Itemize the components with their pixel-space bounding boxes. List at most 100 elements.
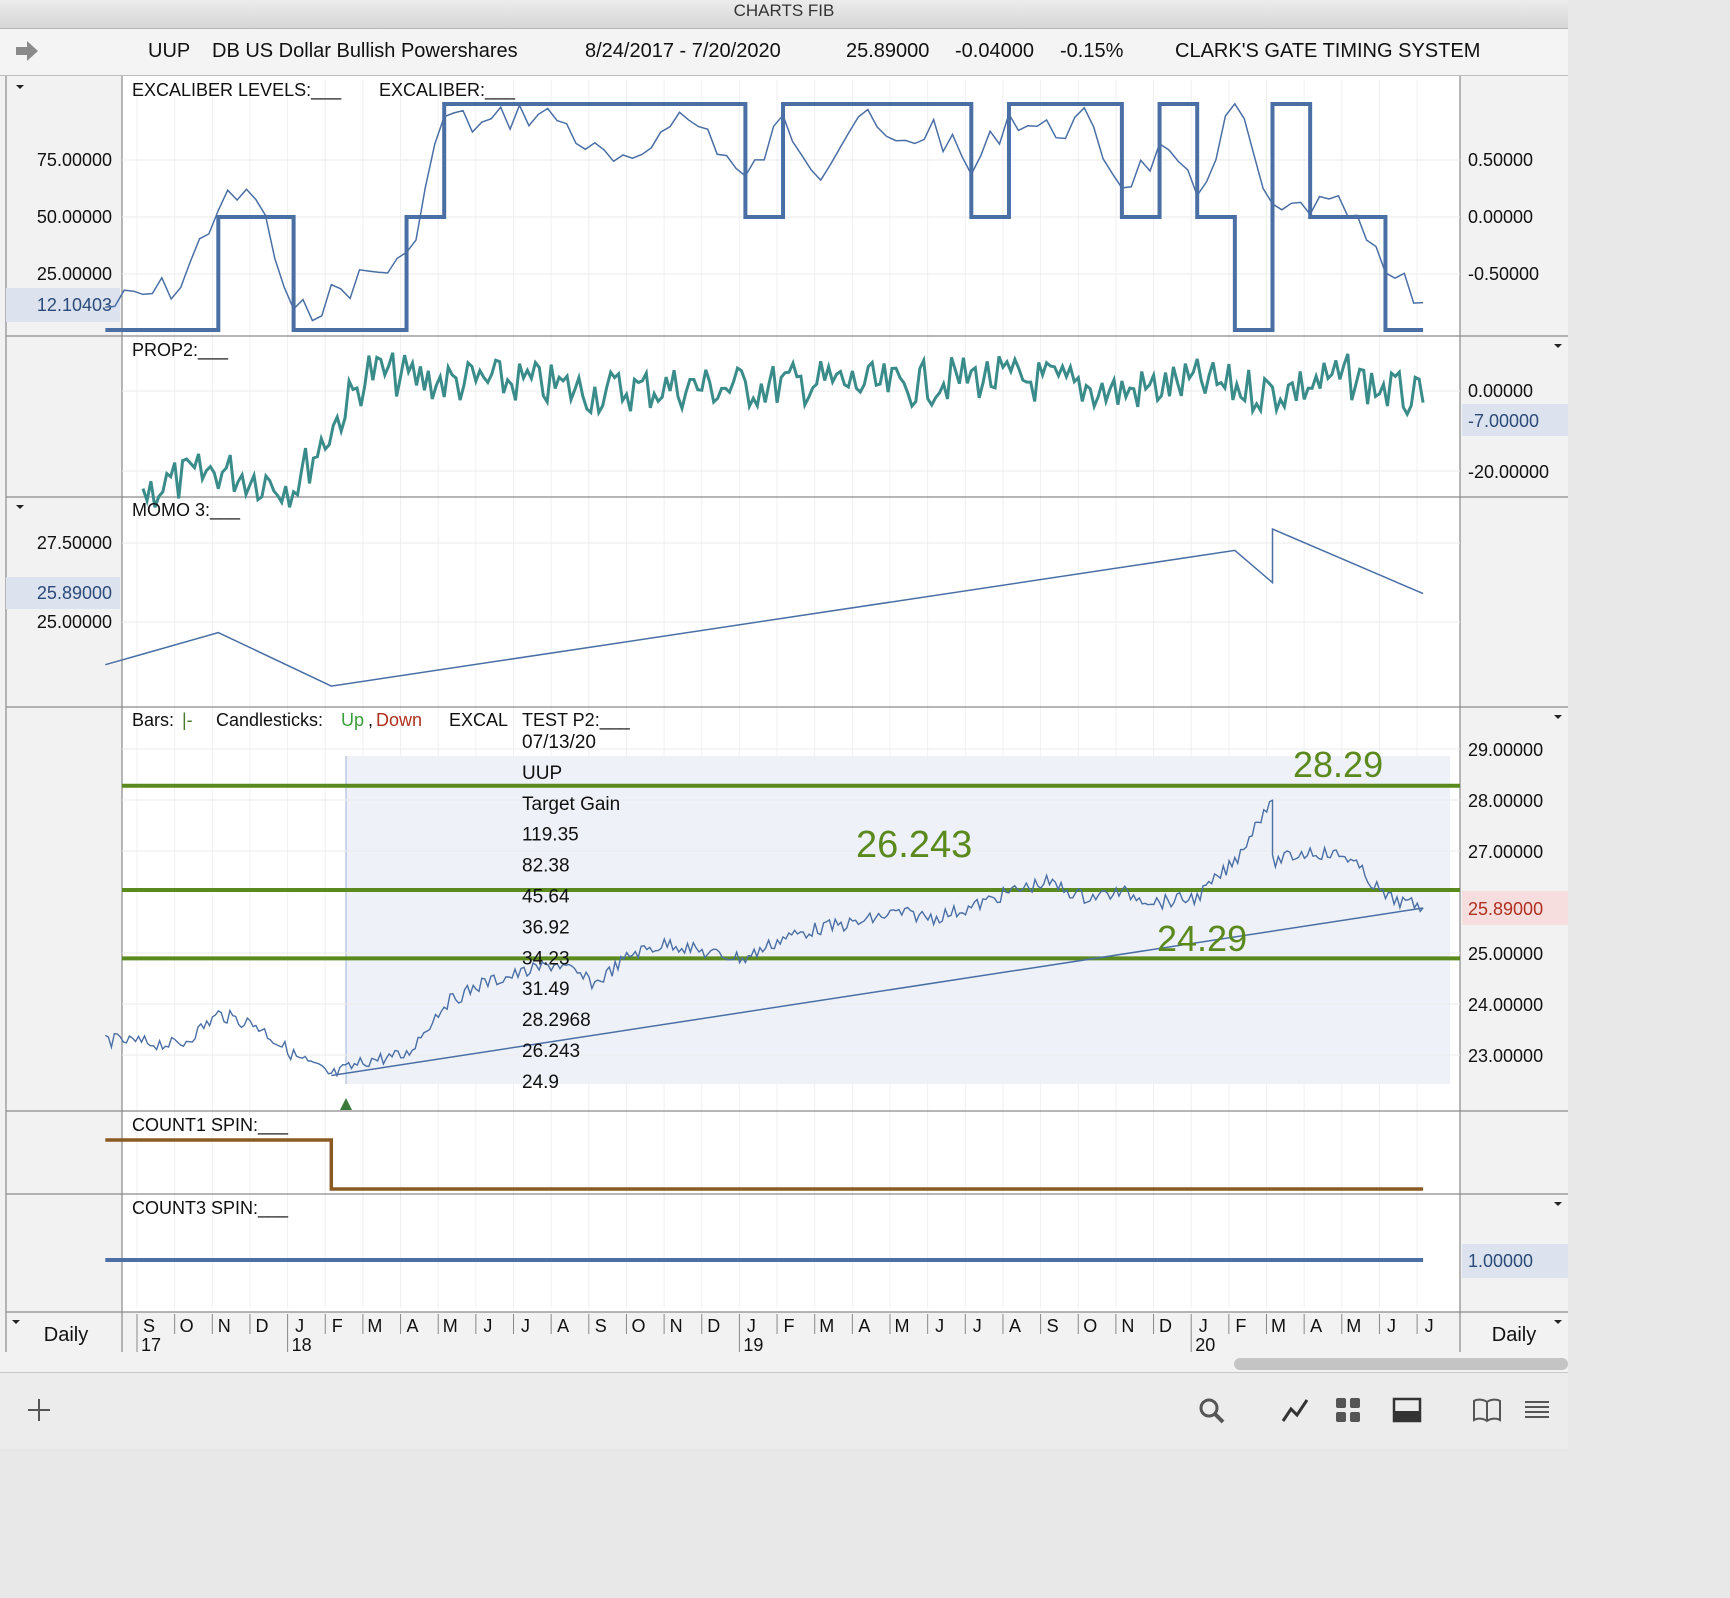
candles-up-label: Up: [341, 710, 364, 730]
y-tick-label: -20.00000: [1468, 462, 1549, 482]
current-value-badge: [1462, 404, 1568, 436]
month-tick-label: M: [367, 1316, 382, 1336]
count1-label: COUNT1 SPIN:___: [132, 1115, 289, 1136]
year-tick-label: 20: [1195, 1335, 1215, 1355]
y-tick-label: 28.00000: [1468, 791, 1543, 811]
momo3-line: [105, 527, 1424, 687]
current-price-badge: [1462, 891, 1568, 925]
y-tick-label: 0.00000: [1468, 381, 1533, 401]
grid-icon[interactable]: [1333, 1395, 1363, 1425]
target-info-line: 31.49: [522, 979, 570, 1000]
price-change-pct: -0.15%: [1060, 40, 1124, 62]
horizontal-scrollbar[interactable]: [1234, 1358, 1568, 1370]
month-tick-label: J: [935, 1316, 944, 1336]
symbol-header: UUP DB US Dollar Bullish Powershares 8/2…: [0, 29, 1568, 76]
panel-menu-icon[interactable]: [1554, 1202, 1562, 1206]
target-info-line: 82.38: [522, 856, 570, 877]
target-info-block: 07/13/20 UUP Target Gain 119.35 82.38 45.64 36…: [522, 732, 620, 1093]
year-tick-label: 19: [743, 1335, 763, 1355]
year-tick-label: 18: [292, 1335, 312, 1355]
month-tick-label: S: [1047, 1316, 1059, 1336]
timeframe-left[interactable]: Daily: [44, 1324, 88, 1346]
month-tick-label: O: [180, 1316, 194, 1336]
price-line: [104, 799, 1424, 1078]
excal-label: EXCAL: [449, 710, 508, 730]
current-value-badge: [6, 288, 120, 322]
month-tick-label: A: [1009, 1316, 1021, 1336]
month-tick-label: S: [143, 1316, 155, 1336]
level-label-upper: 28.29: [1293, 744, 1383, 785]
month-tick-label: J: [295, 1316, 304, 1336]
month-tick-label: F: [1235, 1316, 1246, 1336]
timeframe-right[interactable]: Daily: [1492, 1324, 1536, 1346]
signal-arrow-icon: [340, 1098, 352, 1110]
month-tick-label: D: [1159, 1316, 1172, 1336]
y-tick-label: 29.00000: [1468, 740, 1543, 760]
search-icon[interactable]: [1196, 1395, 1226, 1425]
price-change: -0.04000: [955, 40, 1034, 62]
chart-area[interactable]: EXCALIBER LEVELS:___ EXCALIBER:___ 75.00…: [0, 76, 1568, 1372]
excaliber-levels-line: [105, 102, 1424, 332]
month-tick-label: D: [707, 1316, 720, 1336]
window-title: CHARTS FIB: [0, 0, 1568, 29]
y-tick-label: 27.00000: [1468, 842, 1543, 862]
panel-menu-icon[interactable]: [1554, 715, 1562, 719]
month-tick-label: F: [784, 1316, 795, 1336]
target-info-line: 45.64: [522, 887, 570, 908]
month-tick-label: J: [1425, 1316, 1434, 1336]
bars-label: Bars:: [132, 710, 174, 730]
month-tick-label: A: [858, 1316, 870, 1336]
y-tick-label: 0.50000: [1468, 150, 1533, 170]
year-tick-label: 17: [141, 1335, 161, 1355]
current-value: 25.89000: [37, 583, 112, 603]
book-icon[interactable]: [1472, 1395, 1502, 1425]
symbol-ticker: UUP: [148, 40, 191, 62]
month-tick-label: D: [255, 1316, 268, 1336]
panel-menu-icon[interactable]: [1554, 344, 1562, 348]
projection-zone: [346, 756, 1450, 1084]
y-tick-label: 0.00000: [1468, 207, 1533, 227]
target-info-line: 119.35: [522, 825, 579, 846]
y-tick-label: 24.00000: [1468, 995, 1543, 1015]
bottom-toolbar: [0, 1372, 1568, 1449]
month-tick-label: A: [1310, 1316, 1322, 1336]
y-tick-label: 25.00000: [1468, 944, 1543, 964]
y-tick-label: -0.50000: [1468, 264, 1539, 284]
month-tick-label: N: [1121, 1316, 1134, 1336]
month-tick-label: N: [670, 1316, 683, 1336]
month-tick-label: A: [407, 1316, 419, 1336]
excaliber-line: [105, 102, 1424, 322]
month-tick-label: J: [483, 1316, 492, 1336]
current-value-badge: [6, 577, 120, 609]
menu-icon[interactable]: [1522, 1395, 1552, 1425]
line-chart-icon[interactable]: [1280, 1395, 1310, 1425]
arrow-right-icon[interactable]: [14, 38, 40, 64]
month-tick-label: N: [218, 1316, 231, 1336]
panel-menu-icon[interactable]: [1554, 1320, 1562, 1324]
panel-layout-icon[interactable]: [1392, 1395, 1422, 1425]
month-tick-label: M: [1271, 1316, 1286, 1336]
vertical-gridlines: [136, 80, 1418, 1308]
add-icon[interactable]: [24, 1395, 54, 1425]
candlesticks-label: Candlesticks:: [216, 710, 323, 730]
month-tick-label: J: [747, 1316, 756, 1336]
current-value-badge: [1462, 1244, 1568, 1278]
excaliber-levels-label: EXCALIBER LEVELS:___: [132, 80, 342, 101]
target-info-line: 07/13/20: [522, 732, 596, 753]
target-info-line: 28.2968: [522, 1010, 591, 1031]
month-tick-label: O: [631, 1316, 645, 1336]
panel-menu-icon[interactable]: [16, 85, 24, 89]
time-axis: S O N D J F M A M J J A S O N D J F M A M J J A S O N D J F M A M J J 17 18 1…: [136, 1314, 1434, 1355]
target-info-line: 24.9: [522, 1072, 559, 1093]
y-tick-label: 50.00000: [37, 207, 112, 227]
bars-glyph: |-: [182, 710, 193, 730]
date-range: 8/24/2017 - 7/20/2020: [585, 40, 781, 62]
month-tick-label: S: [595, 1316, 607, 1336]
month-tick-label: M: [443, 1316, 458, 1336]
count1-line: [105, 1138, 1424, 1191]
panel-menu-icon[interactable]: [12, 1320, 20, 1324]
current-value: 12.10403: [37, 295, 112, 315]
month-tick-label: J: [1387, 1316, 1396, 1336]
panel-menu-icon[interactable]: [16, 505, 24, 509]
count3-label: COUNT3 SPIN:___: [132, 1198, 289, 1219]
